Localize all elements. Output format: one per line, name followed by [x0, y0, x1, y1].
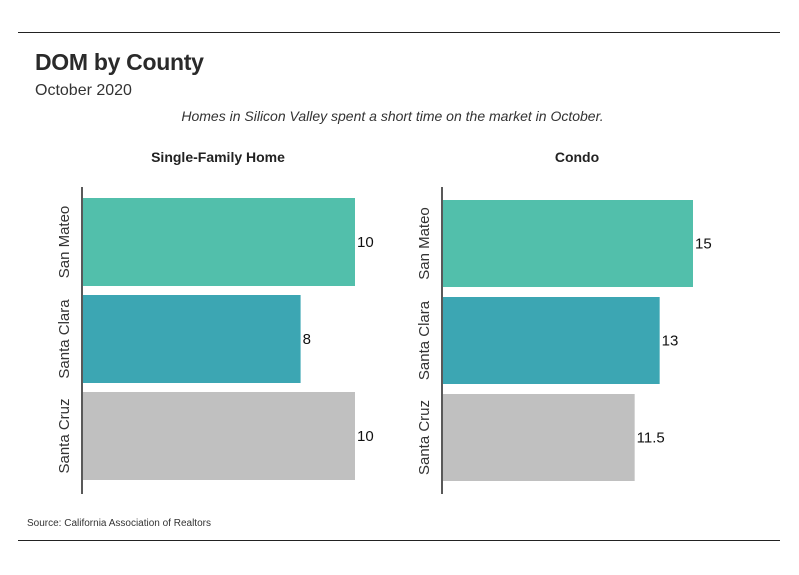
value-label: 15 [695, 236, 712, 253]
panel-condo: Condo 15 San Mateo 13 Santa Clara 11.5 Santa C… [416, 149, 712, 494]
category-label: Santa Cruz [416, 400, 433, 475]
bar-santa-cruz [83, 392, 355, 480]
panel-title: Single-Family Home [151, 149, 285, 165]
chart-subtitle: October 2020 [35, 82, 132, 99]
category-label: Santa Clara [56, 299, 73, 379]
top-rule [18, 32, 780, 33]
category-label: San Mateo [416, 207, 433, 280]
category-label: Santa Cruz [56, 398, 73, 473]
value-label: 13 [662, 333, 679, 350]
panel-title: Condo [555, 149, 599, 165]
bar-san-mateo [443, 200, 693, 287]
value-label: 10 [357, 234, 374, 251]
bar-santa-clara [83, 295, 301, 383]
bar-santa-clara [443, 297, 660, 384]
bar-santa-cruz [443, 394, 635, 481]
value-label: 11.5 [637, 430, 665, 447]
chart-note: Homes in Silicon Valley spent a short ti… [181, 108, 604, 124]
category-label: San Mateo [56, 206, 73, 279]
chart-title: DOM by County [35, 49, 204, 75]
bottom-rule [18, 540, 780, 541]
panel-single-family-home: Single-Family Home 10 San Mateo 8 Santa Clar… [56, 149, 374, 494]
value-label: 8 [303, 331, 311, 348]
bar-san-mateo [83, 198, 355, 286]
value-label: 10 [357, 428, 374, 445]
category-label: Santa Clara [416, 300, 433, 380]
source-note: Source: California Association of Realto… [27, 518, 211, 529]
